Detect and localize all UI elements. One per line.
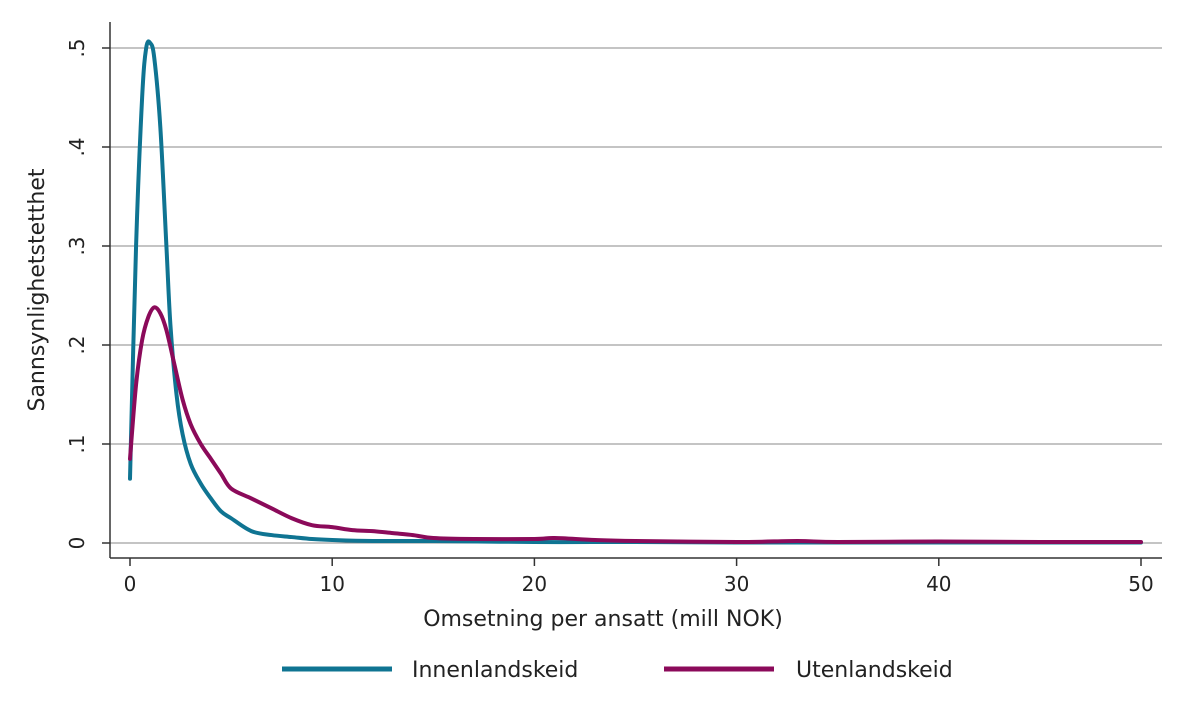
y-tick-label-2: .2 [65,335,89,354]
series-line-utenlandskeid [128,305,1143,545]
x-tick-label-3: 30 [724,572,749,596]
y-axis-title: Sannsynlighetstetthet [25,168,50,411]
y-tick-label-3: .3 [65,236,89,255]
legend-label-1: Utenlandskeid [796,658,953,683]
x-tick-label-2: 20 [522,572,547,596]
axes [109,22,1162,559]
x-tick-label-4: 40 [926,572,951,596]
x-tick-label-0: 0 [124,572,137,596]
series-lines [128,39,1143,545]
y-tick-label-4: .4 [65,137,89,156]
legend-label-0: Innenlandskeid [412,658,578,683]
series-line-innenlandskeid [128,39,1143,545]
ticks: 0 .1 .2 .3 .4 .5 0 10 20 30 40 50 [65,38,1154,596]
x-tick-label-1: 10 [319,572,344,596]
x-axis-title: Omsetning per ansatt (mill NOK) [423,607,783,632]
y-tick-label-1: .1 [65,434,89,453]
legend: Innenlandskeid Utenlandskeid [282,658,953,683]
y-tick-label-5: .5 [65,38,89,57]
x-tick-label-5: 50 [1128,572,1153,596]
y-tick-label-0: 0 [65,537,89,550]
gridlines [110,47,1162,544]
